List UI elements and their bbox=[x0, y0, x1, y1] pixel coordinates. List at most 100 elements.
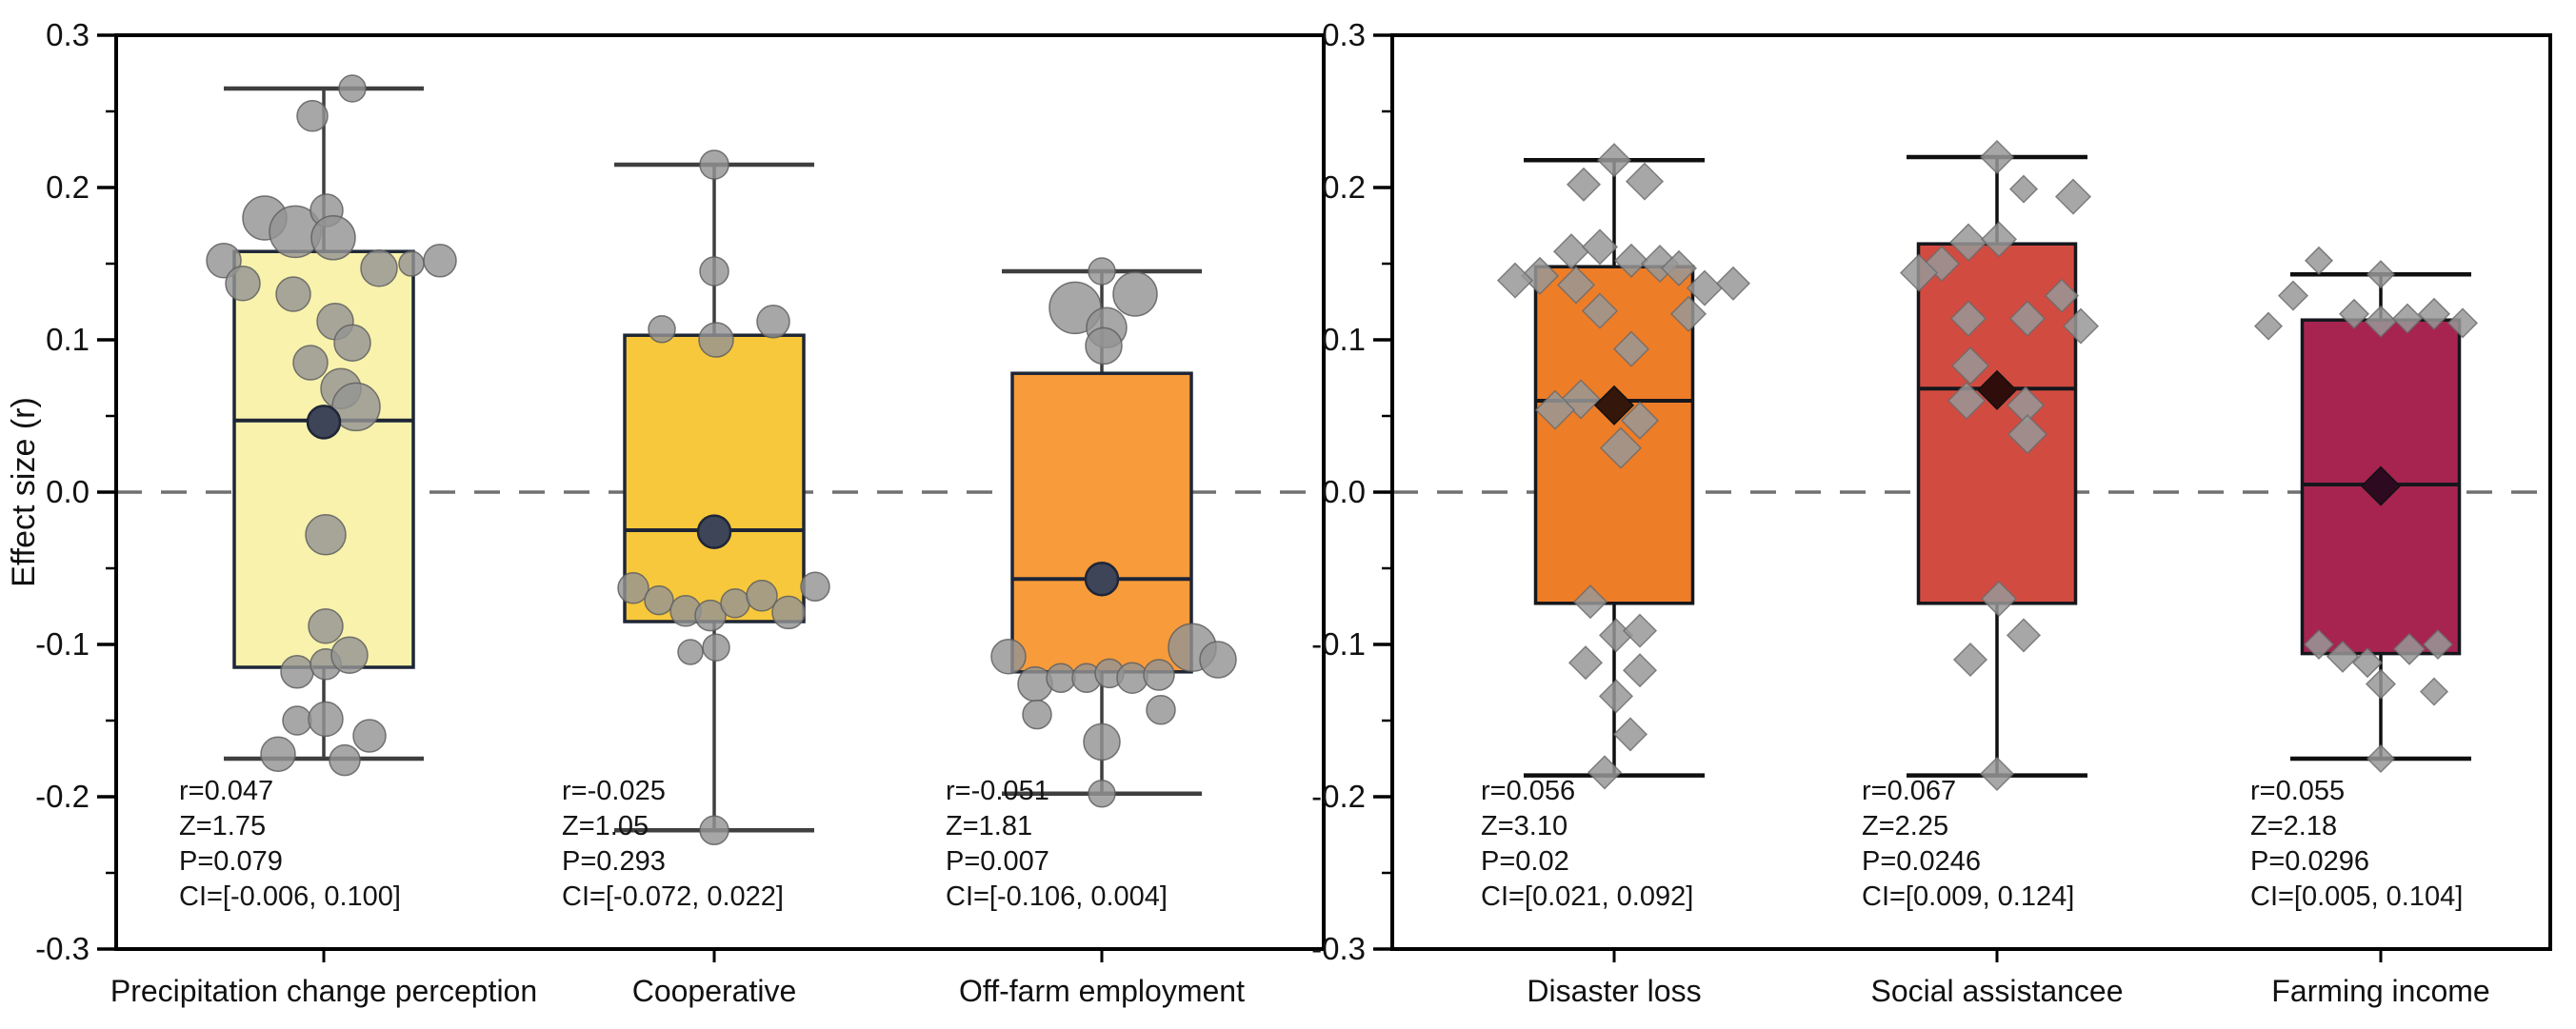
boxplot-social-assistancee bbox=[1899, 139, 2100, 792]
scatter-point bbox=[1979, 139, 2015, 175]
scatter-point bbox=[2366, 260, 2396, 289]
scatter-point bbox=[1199, 641, 1237, 679]
stats-line: P=0.0296 bbox=[2250, 846, 2369, 877]
scatter-point bbox=[1598, 679, 1634, 714]
y-tick-label: 0.0 bbox=[46, 474, 90, 509]
scatter-point bbox=[1085, 327, 1123, 366]
scatter-point bbox=[2446, 307, 2479, 339]
scatter-point bbox=[1534, 389, 1576, 430]
scatter-point bbox=[1980, 221, 2018, 258]
scatter-point bbox=[1572, 584, 1608, 620]
boxplot-farming-income bbox=[2253, 246, 2479, 774]
scatter-point bbox=[617, 572, 649, 604]
scatter-point bbox=[1566, 167, 1602, 202]
scatter-point bbox=[352, 719, 387, 753]
mean-marker bbox=[306, 405, 342, 440]
scatter-point bbox=[331, 382, 381, 432]
stats-line: CI=[-0.106, 0.004] bbox=[946, 881, 1168, 912]
scatter-point bbox=[1143, 659, 1175, 691]
stats-block: r=-0.051 Z=1.81 P=0.007 CI=[-0.106, 0.004] bbox=[946, 774, 1168, 915]
stats-line: P=0.0246 bbox=[1862, 846, 1981, 877]
left-panel-plot bbox=[97, 33, 1326, 962]
scatter-point bbox=[338, 74, 367, 103]
y-tick-label: 0.1 bbox=[46, 322, 90, 357]
stats-line: r=0.047 bbox=[179, 776, 274, 806]
scatter-point bbox=[2303, 628, 2335, 661]
stats-line: Z=1.81 bbox=[946, 811, 1033, 841]
scatter-point bbox=[1581, 228, 1619, 266]
scatter-point bbox=[308, 701, 344, 738]
scatter-point bbox=[1088, 780, 1116, 808]
scatter-point bbox=[1599, 426, 1643, 469]
scatter-point bbox=[2062, 307, 2100, 345]
category-label: Farming income bbox=[2271, 974, 2490, 1008]
scatter-point bbox=[282, 705, 312, 736]
y-tick-label: -0.2 bbox=[1311, 779, 1366, 814]
scatter-point bbox=[1568, 645, 1604, 681]
scatter-point bbox=[330, 636, 369, 674]
y-tick-label: -0.2 bbox=[35, 779, 90, 814]
stats-line: CI=[0.009, 0.124] bbox=[1862, 881, 2075, 912]
scatter-point bbox=[1613, 243, 1649, 278]
iqr-box bbox=[1010, 371, 1193, 674]
scatter-point bbox=[2008, 174, 2039, 204]
scatter-point bbox=[2044, 278, 2080, 313]
scatter-point bbox=[746, 580, 778, 612]
stats-line: Z=2.25 bbox=[1862, 811, 1949, 841]
scatter-point bbox=[2277, 280, 2309, 311]
scatter-point bbox=[280, 655, 314, 689]
scatter-point bbox=[296, 100, 329, 132]
scatter-point bbox=[1596, 143, 1632, 178]
scatter-point bbox=[2392, 632, 2426, 665]
scatter-point bbox=[398, 250, 425, 277]
stats-line: P=0.293 bbox=[562, 846, 666, 877]
scatter-point bbox=[720, 588, 750, 619]
scatter-point bbox=[2006, 618, 2042, 653]
category-label: Off-farm employment bbox=[959, 974, 1245, 1008]
scatter-point bbox=[698, 322, 734, 358]
scatter-point bbox=[1625, 162, 1665, 201]
scatter-point bbox=[699, 256, 729, 287]
scatter-point bbox=[1686, 269, 1724, 307]
y-tick-label: 0.2 bbox=[46, 169, 90, 205]
scatter-point bbox=[2008, 300, 2047, 337]
scatter-point bbox=[1947, 381, 1987, 421]
mean-marker bbox=[2360, 465, 2402, 506]
scatter-point bbox=[1496, 262, 1534, 299]
scatter-point bbox=[1046, 663, 1076, 693]
boxplot-off-farm-employment bbox=[990, 257, 1237, 808]
scatter-point bbox=[1899, 253, 1939, 292]
stats-line: P=0.079 bbox=[179, 846, 283, 877]
y-tick-label: -0.3 bbox=[35, 931, 90, 966]
scatter-point bbox=[1952, 642, 1988, 678]
scatter-point bbox=[648, 315, 676, 344]
boxplot-cooperative bbox=[614, 149, 830, 845]
scatter-point bbox=[2253, 311, 2284, 341]
stats-block: r=0.067 Z=2.25 P=0.0246 CI=[0.009, 0.124] bbox=[1862, 774, 2074, 915]
boxplot-disaster-loss bbox=[1496, 143, 1751, 790]
stats-line: CI=[0.005, 0.104] bbox=[2250, 881, 2464, 912]
stats-line: Z=1.75 bbox=[179, 811, 267, 841]
scatter-point bbox=[1612, 717, 1648, 752]
scatter-point bbox=[2391, 303, 2424, 334]
y-tick-label: -0.3 bbox=[1311, 931, 1366, 966]
scatter-point bbox=[2304, 246, 2334, 275]
iqr-box bbox=[1916, 242, 2078, 605]
mean-marker bbox=[1976, 369, 2018, 410]
scatter-point bbox=[225, 266, 261, 302]
scatter-point bbox=[990, 639, 1027, 675]
scatter-point bbox=[333, 324, 371, 362]
stats-line: r=-0.051 bbox=[946, 776, 1049, 806]
stats-line: r=-0.025 bbox=[562, 776, 666, 806]
y-tick-label: 0.0 bbox=[1322, 474, 1366, 509]
scatter-point bbox=[1949, 300, 1987, 337]
stats-block: r=0.056 Z=3.10 P=0.02 CI=[0.021, 0.092] bbox=[1481, 774, 1693, 915]
y-tick-label: 0.3 bbox=[1322, 17, 1366, 52]
scatter-point bbox=[702, 633, 730, 662]
scatter-point bbox=[1520, 256, 1560, 295]
scatter-point bbox=[1581, 292, 1619, 329]
scatter-point bbox=[800, 571, 830, 602]
scatter-point bbox=[2365, 668, 2397, 700]
scatter-point bbox=[1622, 613, 1658, 648]
